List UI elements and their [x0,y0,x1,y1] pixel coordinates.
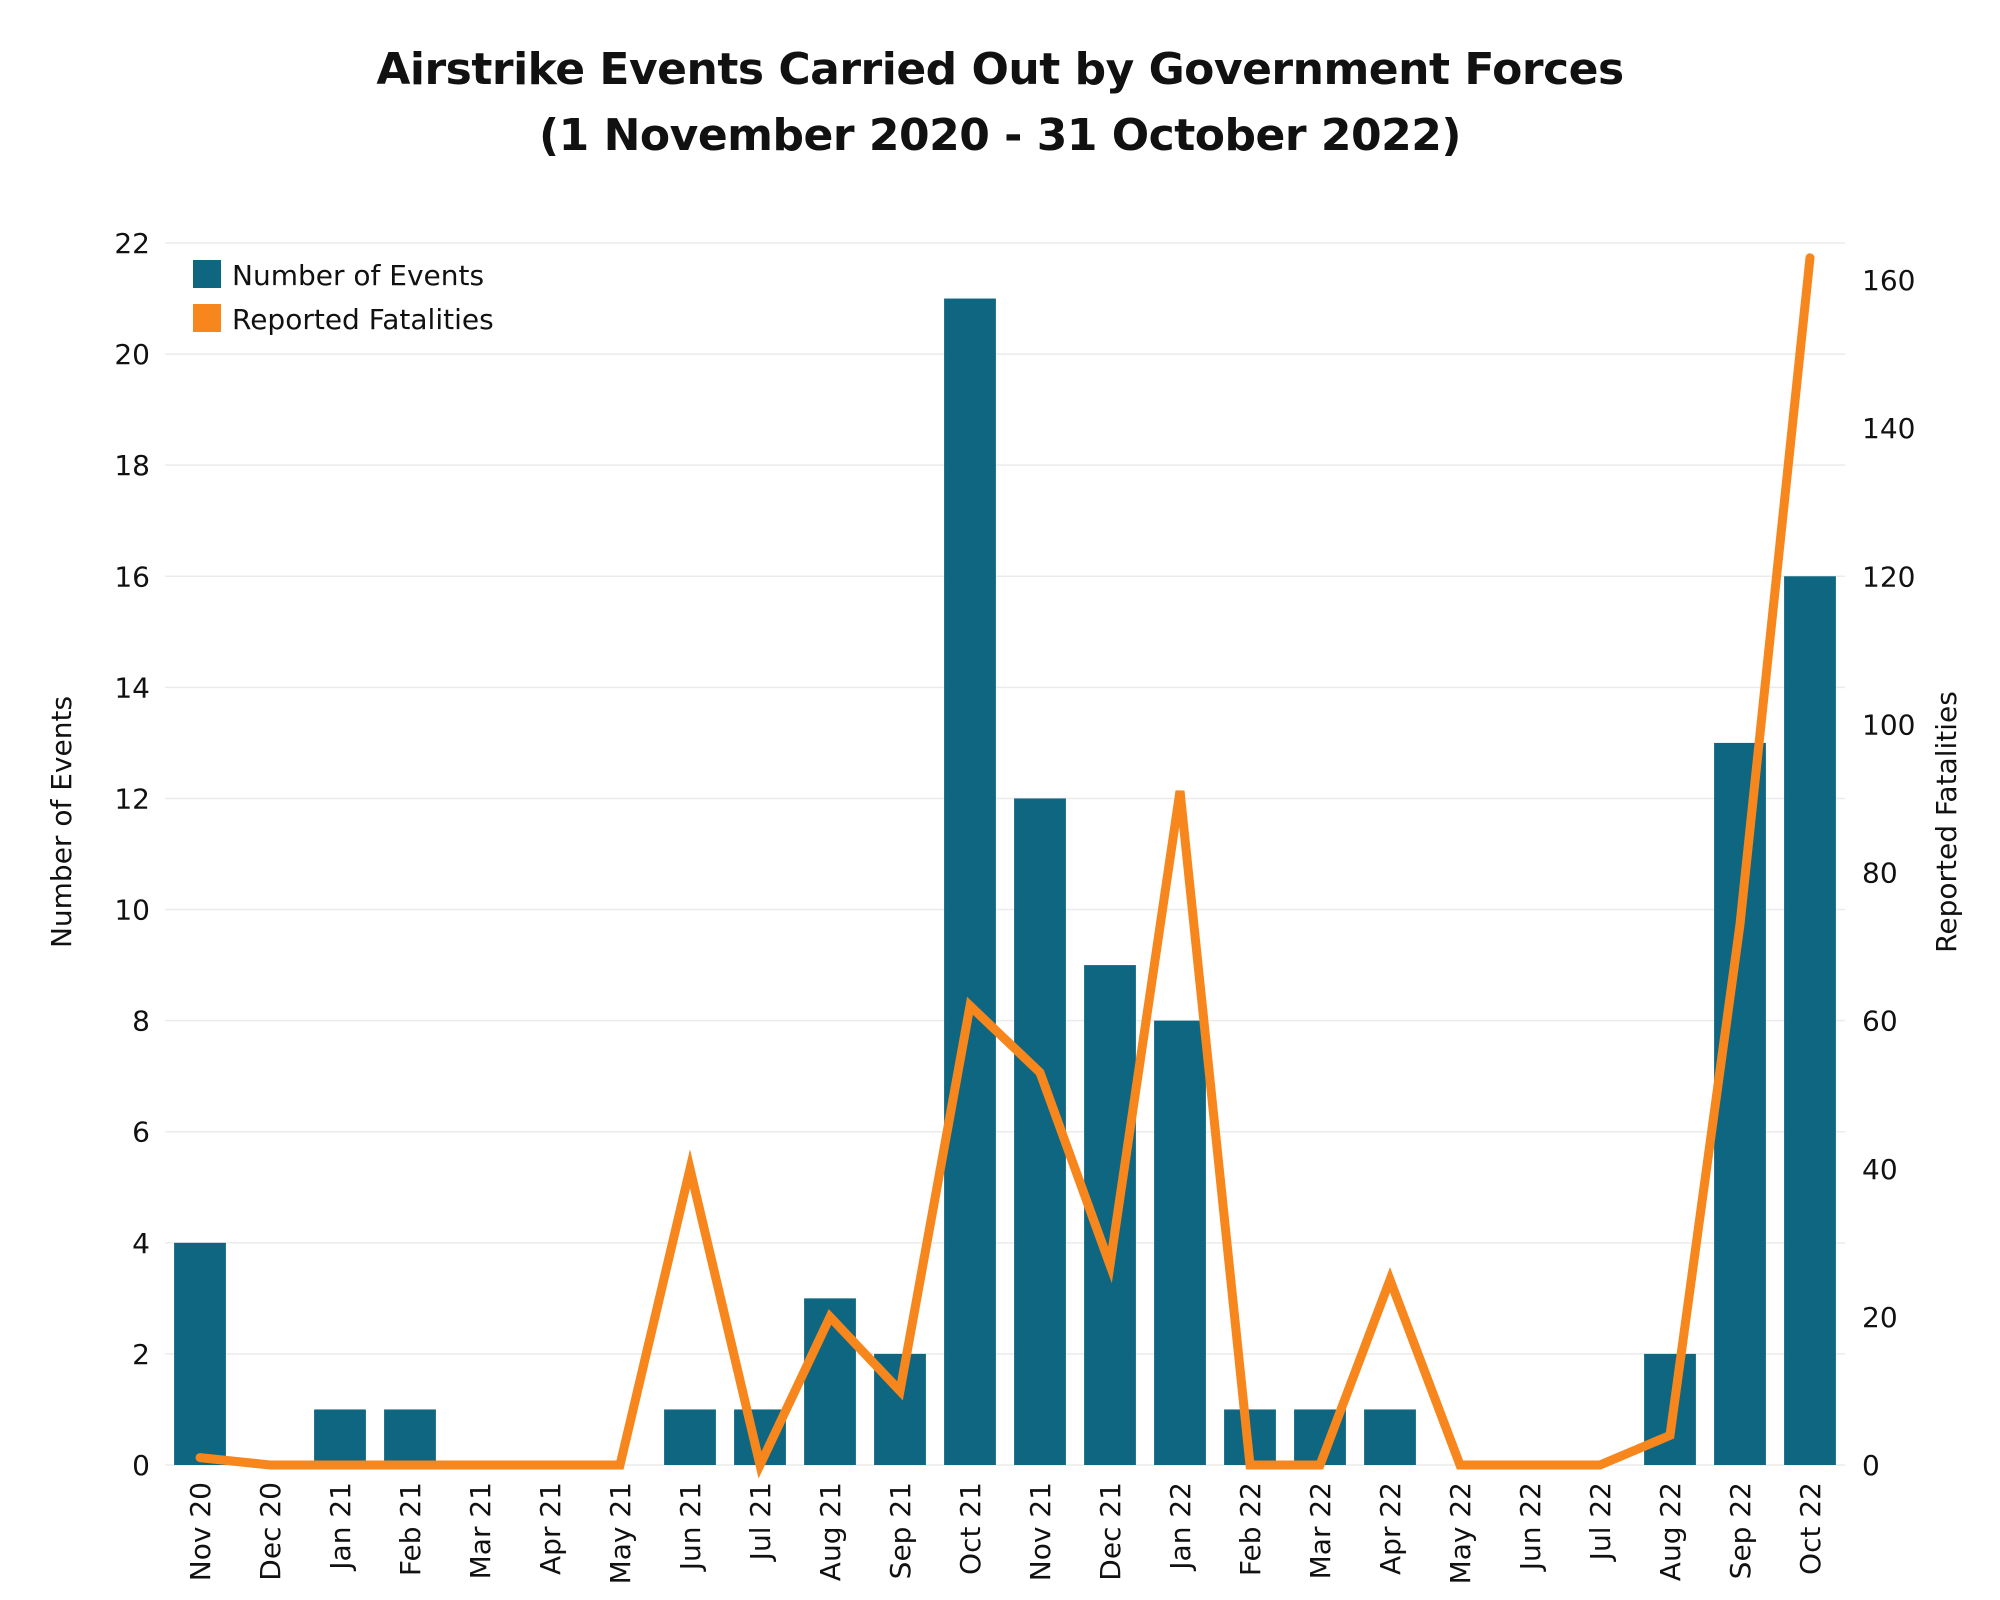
x-tick-label: Jun 22 [1514,1482,1547,1572]
legend: Number of Events Reported Fatalities [193,259,494,336]
y-axis-title: Number of Events [45,696,78,948]
chart-title-line-2: (1 November 2020 - 31 October 2022) [539,110,1461,161]
x-tick-label: Dec 20 [254,1482,287,1581]
y2-tick-label: 100 [1862,708,1915,741]
bar [1364,1409,1416,1465]
x-tick-label: Feb 22 [1234,1482,1267,1576]
right-axis: 0 20 40 60 80 100 120 140 160 [1862,264,1915,1482]
bar [664,1409,716,1465]
x-tick-label: Nov 20 [184,1482,217,1581]
bar [1154,1020,1206,1465]
y-tick-label: 10 [114,894,150,927]
y2-tick-label: 20 [1862,1301,1898,1334]
x-tick-label: Jan 21 [324,1482,357,1572]
y2-tick-label: 80 [1862,857,1898,890]
x-tick-label: Apr 21 [534,1482,567,1575]
y2-tick-label: 160 [1862,264,1915,297]
line-layer [195,253,1815,1479]
x-tick-label: May 22 [1444,1482,1477,1584]
x-tick-label: Mar 22 [1304,1482,1337,1579]
x-tick-label: Sep 22 [1724,1482,1757,1579]
grid-layer [165,242,1845,1466]
y-tick-label: 18 [114,449,150,482]
x-tick-label: Aug 21 [814,1482,847,1581]
x-tick-label: Apr 22 [1374,1482,1407,1575]
y2-tick-label: 140 [1862,412,1915,445]
bar [174,1242,226,1465]
legend-label-events: Number of Events [232,259,484,292]
y2-tick-label: 0 [1862,1449,1880,1482]
x-tick-label: Nov 21 [1024,1482,1057,1581]
x-axis: Nov 20 Dec 20 Jan 21 Feb 21 Mar 21 Apr 21 May … [184,1482,1827,1584]
fatalities-line [195,253,1815,1479]
chart-title-line-1: Airstrike Events Carried Out by Governme… [376,44,1624,95]
y-tick-label: 0 [132,1449,150,1482]
y-tick-label: 12 [114,782,150,815]
x-tick-label: Oct 21 [954,1482,987,1575]
y-tick-label: 2 [132,1338,150,1371]
y-tick-label: 20 [114,338,150,371]
x-tick-label: Oct 22 [1794,1482,1827,1575]
bar-layer [174,298,1836,1466]
x-tick-label: Aug 22 [1654,1482,1687,1581]
y-tick-label: 16 [114,560,150,593]
y-tick-label: 6 [132,1116,150,1149]
legend-label-fatalities: Reported Fatalities [232,303,494,336]
x-tick-label: Jan 22 [1164,1482,1197,1572]
left-axis: 0 2 4 6 8 10 12 14 16 18 20 22 [114,227,150,1482]
y2-tick-label: 40 [1862,1153,1898,1186]
x-tick-label: Feb 21 [394,1482,427,1576]
x-tick-label: Jun 21 [674,1482,707,1572]
y-tick-label: 8 [132,1005,150,1038]
y2-tick-label: 60 [1862,1005,1898,1038]
x-tick-label: Jul 22 [1584,1482,1617,1562]
legend-swatch-fatalities [193,304,221,332]
y-tick-label: 14 [114,671,150,704]
bar [944,298,996,1466]
legend-swatch-events [193,260,221,288]
y-tick-label: 22 [114,227,150,260]
y2-tick-label: 120 [1862,560,1915,593]
x-tick-label: May 21 [604,1482,637,1584]
x-tick-label: Dec 21 [1094,1482,1127,1581]
x-tick-label: Sep 21 [884,1482,917,1579]
y-tick-label: 4 [132,1227,150,1260]
x-tick-label: Mar 21 [464,1482,497,1579]
y2-axis-title: Reported Fatalities [1930,691,1963,953]
bar [1714,742,1766,1465]
x-tick-label: Jul 21 [744,1482,777,1562]
bar [384,1409,436,1465]
bar [314,1409,366,1465]
bar [1784,576,1836,1465]
